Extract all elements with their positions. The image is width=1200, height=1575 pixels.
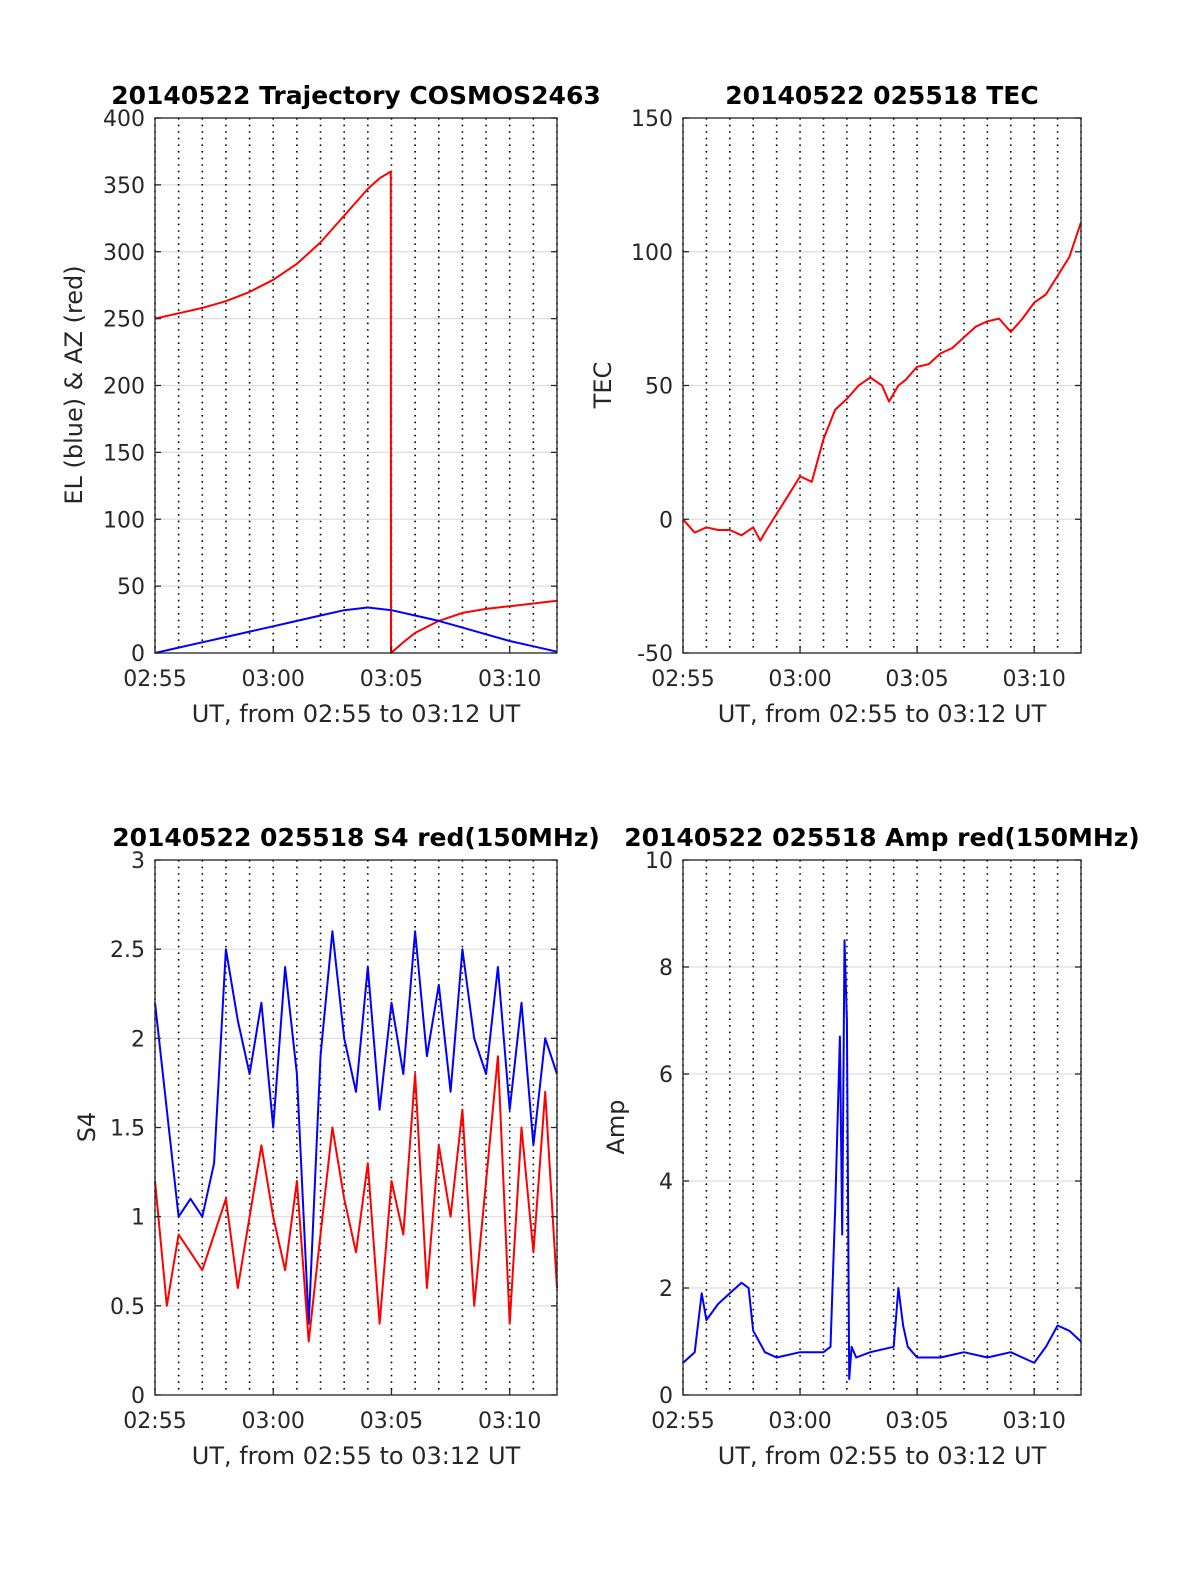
series-line bbox=[154, 170, 558, 654]
series-line bbox=[682, 939, 1082, 1380]
y-tick-label: 0.5 bbox=[110, 1295, 145, 1320]
y-tick-label: 100 bbox=[631, 241, 673, 266]
y-tick-label: 150 bbox=[631, 107, 673, 132]
y-tick-label: 300 bbox=[103, 241, 145, 266]
y-tick-label: 6 bbox=[659, 1063, 673, 1088]
x-tick-label: 03:05 bbox=[885, 667, 948, 692]
y-tick-label: 2 bbox=[659, 1277, 673, 1302]
x-tick-label: 03:10 bbox=[478, 1409, 541, 1434]
series-layer bbox=[154, 930, 558, 1343]
x-tick-label: 03:10 bbox=[478, 667, 541, 692]
panel-title: 20140522 025518 S4 red(150MHz) bbox=[112, 823, 600, 852]
y-tick-label: 1 bbox=[131, 1206, 145, 1231]
x-axis-label: UT, from 02:55 to 03:12 UT bbox=[718, 700, 1047, 728]
panel-title: 20140522 Trajectory COSMOS2463 bbox=[111, 81, 601, 110]
x-tick-label: 03:00 bbox=[242, 667, 305, 692]
y-tick-label: 2 bbox=[131, 1027, 145, 1052]
x-axis-label: UT, from 02:55 to 03:12 UT bbox=[192, 1442, 521, 1470]
y-tick-label: 8 bbox=[659, 956, 673, 981]
y-tick-label: 0 bbox=[659, 508, 673, 533]
ticks: 02:55 03:00 03:05 03:10 0 50 100 150 200 250 300 35… bbox=[103, 107, 557, 692]
plot-frame bbox=[682, 859, 1082, 1396]
y-tick-label: 100 bbox=[103, 508, 145, 533]
y-axis-label: EL (blue) & AZ (red) bbox=[60, 265, 88, 504]
series-line bbox=[154, 1055, 558, 1343]
series-layer bbox=[682, 221, 1082, 542]
y-tick-label: 2.5 bbox=[110, 938, 145, 963]
series-layer bbox=[682, 939, 1082, 1380]
x-tick-label: 03:05 bbox=[360, 1409, 423, 1434]
y-axis-label: S4 bbox=[73, 1112, 101, 1143]
ticks: 02:55 03:00 03:05 03:10 0 2 4 6 8 10 bbox=[645, 849, 1081, 1434]
y-tick-label: 250 bbox=[103, 308, 145, 333]
y-tick-label: 0 bbox=[659, 1384, 673, 1409]
y-tick-label: 10 bbox=[645, 849, 673, 874]
x-axis-label: UT, from 02:55 to 03:12 UT bbox=[718, 1442, 1047, 1470]
y-tick-label: 150 bbox=[103, 441, 145, 466]
y-tick-label: 3 bbox=[131, 849, 145, 874]
panel-trajectory: 20140522 Trajectory COSMOS2463 02:55 03:0… bbox=[60, 81, 601, 728]
series-layer bbox=[154, 170, 558, 654]
x-tick-label: 03:05 bbox=[360, 667, 423, 692]
series-line bbox=[154, 930, 558, 1325]
y-axis-label: TEC bbox=[589, 362, 617, 410]
y-tick-label: 350 bbox=[103, 174, 145, 199]
x-tick-label: 03:00 bbox=[768, 667, 831, 692]
x-tick-label: 03:10 bbox=[1002, 667, 1065, 692]
y-tick-label: 1.5 bbox=[110, 1117, 145, 1142]
y-tick-label: -50 bbox=[637, 642, 673, 667]
panel-tec: 20140522 025518 TEC 02:55 03:00 03:05 03:10… bbox=[589, 81, 1082, 728]
x-tick-label: 03:05 bbox=[885, 1409, 948, 1434]
x-tick-label: 03:00 bbox=[768, 1409, 831, 1434]
y-tick-label: 200 bbox=[103, 375, 145, 400]
panel-amp: 02:55 03:00 03:05 03:10 0 2 4 6 8 10 20140522 025… bbox=[602, 823, 1140, 1470]
x-tick-label: 03:10 bbox=[1002, 1409, 1065, 1434]
y-tick-label: 0 bbox=[131, 1384, 145, 1409]
series-line bbox=[682, 221, 1082, 542]
ticks: 02:55 03:00 03:05 03:10 -50 0 50 100 150 bbox=[631, 107, 1081, 692]
x-tick-label: 02:55 bbox=[123, 667, 186, 692]
y-tick-label: 0 bbox=[131, 642, 145, 667]
x-tick-label: 03:00 bbox=[242, 1409, 305, 1434]
y-tick-label: 50 bbox=[117, 575, 145, 600]
panel-title: 20140522 025518 Amp red(150MHz) bbox=[624, 823, 1140, 852]
x-tick-label: 02:55 bbox=[123, 1409, 186, 1434]
series-line bbox=[154, 606, 558, 654]
x-axis-label: UT, from 02:55 to 03:12 UT bbox=[192, 700, 521, 728]
y-tick-label: 400 bbox=[103, 107, 145, 132]
x-tick-label: 02:55 bbox=[651, 1409, 714, 1434]
ticks: 02:55 03:00 03:05 03:10 0 0.5 1 1.5 2 2.5 3 bbox=[110, 849, 557, 1434]
y-tick-label: 50 bbox=[645, 375, 673, 400]
y-tick-label: 4 bbox=[659, 1170, 673, 1195]
panel-title: 20140522 025518 TEC bbox=[725, 81, 1038, 110]
x-tick-label: 02:55 bbox=[651, 667, 714, 692]
panel-s4: 02:55 03:00 03:05 03:10 0 0.5 1 1.5 2 2.5 3 201405… bbox=[73, 823, 600, 1470]
y-axis-label: Amp bbox=[602, 1099, 630, 1154]
